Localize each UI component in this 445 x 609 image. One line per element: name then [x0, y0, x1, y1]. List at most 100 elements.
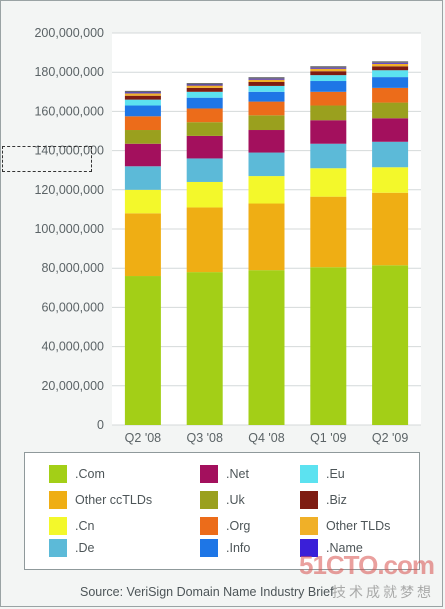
bar-segment — [124, 213, 161, 277]
bar-segment — [310, 120, 347, 144]
legend-label: .Info — [226, 541, 251, 555]
legend-item: .Com — [49, 465, 105, 483]
bar-segment — [310, 68, 347, 72]
legend-label: .Cn — [75, 519, 95, 533]
watermark-subtitle: 技术成就梦想 — [332, 584, 434, 600]
legend-label: .De — [75, 541, 95, 555]
legend-swatch — [200, 491, 218, 509]
legend-label: Other TLDs — [326, 519, 391, 533]
bars — [124, 61, 409, 425]
watermark-logo: 51CTO.com 技术成就梦想 — [299, 548, 440, 608]
bar-segment — [248, 85, 285, 92]
legend-label: .Biz — [326, 493, 347, 507]
bar-segment — [310, 168, 347, 197]
x-category-label: Q2 '08 — [125, 431, 161, 445]
bar-segment — [186, 97, 223, 109]
bar-segment — [310, 143, 347, 169]
legend-label: .Uk — [226, 493, 245, 507]
watermark-main: 51CTO.com — [298, 550, 435, 580]
legend-label: Other ccTLDs — [75, 493, 153, 507]
bar-top-edge — [124, 90, 161, 93]
bar-segment — [248, 91, 285, 102]
bar-segment — [372, 63, 409, 67]
bar-segment — [310, 105, 347, 121]
stacked-bar-chart: 0 20,000,000 40,000,000 60,000,000 80,000,00… — [34, 26, 421, 445]
legend-swatch — [200, 539, 218, 557]
bar-segment — [248, 115, 285, 131]
x-category-label: Q1 '09 — [310, 431, 346, 445]
bar-segment — [186, 181, 223, 208]
y-tick-label: 120,000,000 — [34, 183, 104, 197]
bar-segment — [372, 66, 409, 71]
bar-segment — [372, 70, 409, 78]
legend-item: Other TLDs — [300, 517, 390, 535]
y-tick-label: 20,000,000 — [41, 379, 104, 393]
bar-segment — [310, 81, 347, 92]
legend-swatch — [49, 539, 67, 557]
legend-swatch — [200, 465, 218, 483]
bar-segment — [248, 176, 285, 204]
legend-swatch — [49, 491, 67, 509]
bar-segment — [248, 78, 285, 80]
y-tick-label: 0 — [97, 418, 104, 432]
legend-swatch — [200, 517, 218, 535]
bar-segment — [372, 265, 409, 425]
legend-item: .Cn — [49, 517, 94, 535]
bar-segment — [124, 143, 161, 167]
bar-top-edge — [310, 66, 347, 68]
bar-segment — [372, 192, 409, 266]
legend-item: .Net — [200, 465, 249, 483]
x-category-label: Q2 '09 — [372, 431, 408, 445]
bar-segment — [372, 167, 409, 193]
x-category-label: Q3 '08 — [186, 431, 222, 445]
legend-swatch — [300, 465, 318, 483]
bar-segment — [248, 79, 285, 82]
bar-segment — [124, 116, 161, 131]
bar-segment — [248, 203, 285, 271]
x-category-label: Q4 '08 — [248, 431, 284, 445]
source-note: Source: VeriSign Domain Name Industry Br… — [80, 585, 334, 599]
bar-segment — [186, 91, 223, 98]
bar-segment — [310, 71, 347, 76]
y-tick-label: 200,000,000 — [34, 26, 104, 40]
bar-segment — [248, 130, 285, 153]
bar-segment — [124, 92, 161, 94]
legend-item: .Name — [300, 539, 363, 557]
x-axis-labels: Q2 '08 Q3 '08 Q4 '08 Q1 '09 Q2 '09 — [125, 431, 409, 445]
bar-segment — [186, 87, 223, 92]
bar-segment — [186, 272, 223, 425]
legend-item: .De — [49, 539, 94, 557]
y-tick-label: 180,000,000 — [34, 65, 104, 79]
legend-item: .Info — [200, 539, 250, 557]
bar-top-edge — [248, 77, 285, 79]
bar-top-edge — [186, 83, 223, 85]
bar-segment — [310, 75, 347, 82]
bar-segment — [248, 152, 285, 177]
bar-segment — [186, 84, 223, 86]
bar-segment — [310, 267, 347, 425]
bar-top-edge — [372, 61, 409, 63]
bar-segment — [186, 122, 223, 136]
y-tick-label: 40,000,000 — [41, 340, 104, 354]
bar-segment — [372, 77, 409, 88]
legend-item: .Biz — [300, 491, 347, 509]
y-tick-label: 100,000,000 — [34, 222, 104, 236]
bar-segment — [372, 141, 409, 168]
selection-marquee[interactable] — [2, 146, 92, 172]
legend-label: .Com — [75, 467, 105, 481]
legend: .Com .Net .Eu Other ccTLDs .Uk .Biz .Cn .Org Oth… — [24, 452, 420, 570]
legend-item: .Org — [200, 517, 250, 535]
bar-segment — [124, 99, 161, 106]
y-tick-label: 60,000,000 — [41, 300, 104, 314]
legend-swatch — [49, 517, 67, 535]
bar-segment — [124, 105, 161, 117]
legend-swatch — [300, 517, 318, 535]
legend-swatch — [49, 465, 67, 483]
y-tick-label: 160,000,000 — [34, 104, 104, 118]
legend-item: Other ccTLDs — [49, 491, 152, 509]
bar-segment — [248, 82, 285, 86]
legend-label: .Org — [226, 519, 251, 533]
bar-segment — [310, 196, 347, 268]
bar-segment — [124, 93, 161, 96]
y-axis-ticks: 0 20,000,000 40,000,000 60,000,000 80,000,00… — [34, 26, 104, 432]
